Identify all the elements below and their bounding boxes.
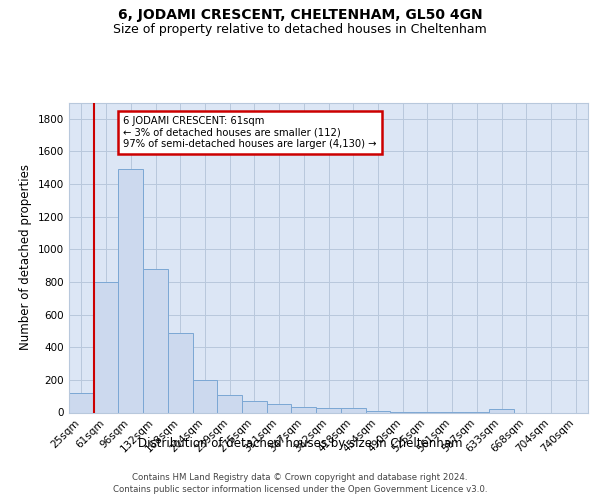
Bar [292, 407, 316, 412]
Bar [69, 393, 94, 412]
Bar [267, 404, 292, 412]
Bar [118, 170, 143, 412]
Text: Contains HM Land Registry data © Crown copyright and database right 2024.: Contains HM Land Registry data © Crown c… [132, 472, 468, 482]
Bar [168, 332, 193, 412]
Text: Distribution of detached houses by size in Cheltenham: Distribution of detached houses by size … [138, 438, 462, 450]
Bar [489, 409, 514, 412]
Bar [143, 269, 168, 412]
Text: 6, JODAMI CRESCENT, CHELTENHAM, GL50 4GN: 6, JODAMI CRESCENT, CHELTENHAM, GL50 4GN [118, 8, 482, 22]
Bar [242, 401, 267, 412]
Bar [94, 282, 118, 412]
Bar [217, 394, 242, 412]
Bar [316, 408, 341, 412]
Text: 6 JODAMI CRESCENT: 61sqm
← 3% of detached houses are smaller (112)
97% of semi-d: 6 JODAMI CRESCENT: 61sqm ← 3% of detache… [124, 116, 377, 149]
Bar [193, 380, 217, 412]
Y-axis label: Number of detached properties: Number of detached properties [19, 164, 32, 350]
Text: Contains public sector information licensed under the Open Government Licence v3: Contains public sector information licen… [113, 485, 487, 494]
Bar [365, 411, 390, 412]
Text: Size of property relative to detached houses in Cheltenham: Size of property relative to detached ho… [113, 22, 487, 36]
Bar [341, 408, 365, 412]
